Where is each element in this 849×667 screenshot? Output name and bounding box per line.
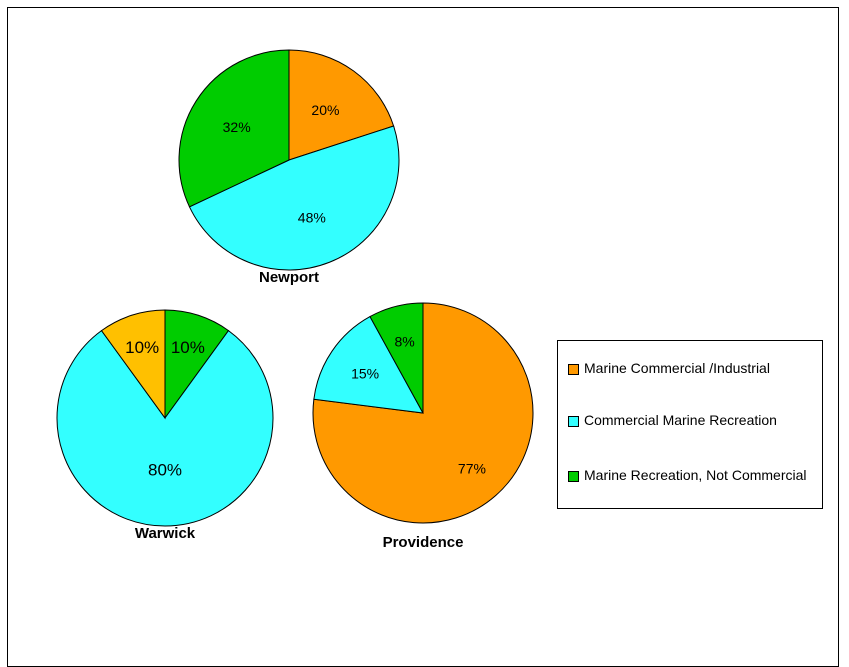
pie-title: Newport [259, 269, 319, 286]
slice-data-label: 80% [148, 461, 182, 480]
legend-swatch [568, 471, 579, 482]
pie-charts-canvas: 20% 48% 32% Newport 10% 80% 10% Warwick 77% 15% 8%… [56, 49, 534, 551]
legend-item-commercial-marine-recreation: Commercial Marine Recreation [568, 412, 816, 428]
pie-title: Warwick [135, 525, 196, 542]
pie-slice [178, 49, 290, 208]
slice-data-label: 48% [298, 210, 326, 226]
legend: Marine Commercial /Industrial Commercial… [557, 340, 823, 509]
pie-warwick: 10% 80% 10% Warwick [56, 309, 274, 542]
slice-data-label: 32% [223, 119, 251, 135]
pie-slice [100, 309, 166, 420]
pie-slice [369, 302, 424, 414]
legend-label: Marine Commercial /Industrial [584, 360, 770, 376]
legend-item-marine-commercial-industrial: Marine Commercial /Industrial [568, 360, 816, 376]
pie-newport: 20% 48% 32% Newport [178, 49, 400, 286]
slice-data-label: 20% [311, 102, 339, 118]
legend-item-marine-recreation-not-commercial: Marine Recreation, Not Commercial [568, 467, 816, 483]
slice-data-label: 77% [458, 461, 486, 477]
legend-label: Commercial Marine Recreation [584, 412, 777, 428]
pie-slice [288, 49, 395, 161]
legend-label: Marine Recreation, Not Commercial [584, 467, 807, 483]
pie-title: Providence [383, 534, 464, 551]
pie-providence: 77% 15% 8% Providence [312, 302, 534, 551]
slice-data-label: 8% [394, 333, 414, 349]
pie-slice [56, 329, 274, 527]
slice-data-label: 10% [171, 338, 205, 357]
slice-data-label: 10% [125, 338, 159, 357]
legend-swatch [568, 364, 579, 375]
pie-slice [313, 315, 424, 414]
legend-swatch [568, 416, 579, 427]
pie-slice [188, 125, 400, 271]
slice-data-label: 15% [351, 366, 379, 382]
